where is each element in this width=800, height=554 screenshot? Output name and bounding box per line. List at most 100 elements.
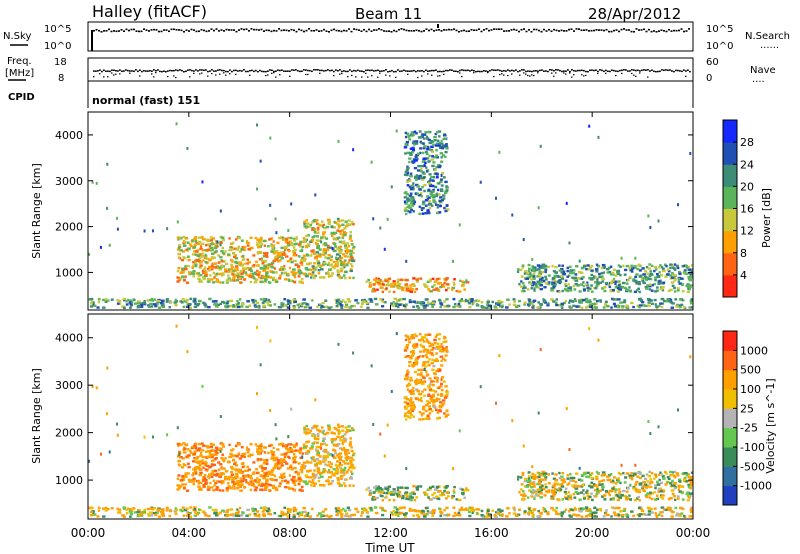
power-cell <box>398 303 402 307</box>
velocity-cell <box>222 445 225 448</box>
power-cell <box>410 300 415 303</box>
noise-point <box>375 29 378 31</box>
noise-point <box>100 30 103 33</box>
power-cell <box>221 260 225 263</box>
power-cell <box>582 265 587 268</box>
power-cell <box>241 246 245 249</box>
power-cell <box>208 258 212 262</box>
power-cell <box>513 300 516 303</box>
power-cell <box>408 160 411 164</box>
frequency-point <box>171 69 173 72</box>
power-cell <box>659 264 662 267</box>
power-cell <box>433 139 437 142</box>
velocity-cell <box>405 495 409 498</box>
power-cell <box>442 197 446 200</box>
velocity-cell <box>229 513 233 516</box>
power-cell <box>647 285 652 288</box>
velocity-cell <box>278 484 282 488</box>
velocity-cell <box>204 450 208 453</box>
velocity-cell <box>369 507 373 510</box>
power-cell <box>88 298 91 301</box>
velocity-cell <box>408 399 413 402</box>
velocity-cell <box>326 455 330 458</box>
power-cell <box>414 155 418 158</box>
power-cell <box>584 297 589 301</box>
power-cell <box>405 286 409 290</box>
power-cell <box>342 264 346 267</box>
velocity-cell <box>232 484 236 488</box>
power-cell <box>316 226 320 230</box>
power-cell <box>230 263 234 266</box>
nave-point <box>371 75 373 77</box>
velocity-cell <box>432 389 435 392</box>
velocity-cell <box>296 473 301 476</box>
power-cell <box>349 269 353 273</box>
nave-point <box>215 74 217 76</box>
velocity-cell <box>346 428 350 432</box>
power-cell <box>213 262 217 265</box>
power-cell <box>630 301 634 305</box>
velocity-cell <box>443 485 446 489</box>
velocity-cell <box>438 489 442 493</box>
velocity-cell <box>212 463 217 467</box>
power-cell <box>248 248 252 251</box>
power-cell <box>226 300 230 303</box>
power-cell <box>345 224 349 228</box>
velocity-cell <box>267 507 271 510</box>
power-cell <box>257 271 262 274</box>
velocity-cell <box>337 442 341 446</box>
power-cell <box>339 256 344 260</box>
velocity-cell <box>413 498 417 502</box>
power-cell <box>201 269 205 273</box>
power-cell <box>351 247 355 250</box>
velocity-cell <box>96 515 100 518</box>
power-cell <box>455 304 459 308</box>
velocity-cell <box>258 446 262 449</box>
frequency-point <box>377 69 379 72</box>
power-cell <box>188 272 191 275</box>
frequency-point <box>467 69 469 72</box>
power-cell <box>294 242 298 246</box>
noise-point <box>320 30 323 32</box>
velocity-cell <box>326 464 331 467</box>
power-cell <box>350 243 354 246</box>
power-cell <box>215 280 218 283</box>
power-cell <box>258 304 261 308</box>
power-cell <box>412 158 416 161</box>
velocity-cell <box>397 514 400 518</box>
power-cell <box>573 276 577 280</box>
power-cell <box>403 146 408 149</box>
velocity-cell <box>218 475 222 478</box>
power-cell <box>200 242 205 245</box>
frequency-point <box>163 70 165 72</box>
power-cell <box>225 279 229 282</box>
nave-point <box>493 75 495 78</box>
noise-point <box>578 28 580 30</box>
frequency-point <box>167 70 169 72</box>
power-cell <box>337 139 340 143</box>
velocity-cell <box>302 461 306 464</box>
noise-point <box>628 29 630 31</box>
noise-point <box>308 28 310 30</box>
velocity-cell <box>415 513 419 517</box>
velocity-cell <box>439 514 443 518</box>
velocity-cell <box>280 442 284 445</box>
power-cell <box>407 135 410 138</box>
power-cell <box>200 255 203 258</box>
frequency-point <box>493 69 495 71</box>
velocity-cell <box>282 443 285 446</box>
power-cell <box>316 231 320 234</box>
power-cell <box>191 266 195 269</box>
power-cell <box>537 206 540 210</box>
velocity-cell <box>404 486 408 490</box>
power-cell <box>439 305 443 309</box>
power-cell <box>562 272 567 276</box>
power-cell <box>291 279 294 283</box>
power-cell <box>566 275 570 278</box>
velocity-cell <box>371 497 375 501</box>
velocity-cell <box>568 510 571 513</box>
velocity-cell <box>305 431 309 434</box>
power-cell <box>689 284 693 287</box>
power-cell <box>344 305 348 309</box>
velocity-cell <box>240 471 244 475</box>
